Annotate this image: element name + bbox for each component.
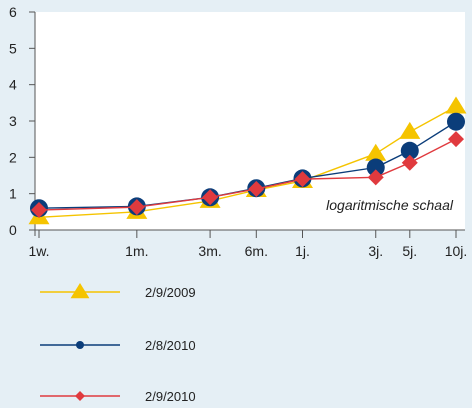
data-point [447, 112, 465, 131]
y-tick-label: 2 [9, 149, 17, 165]
data-point [445, 96, 467, 114]
legend-label: 2/9/2009 [145, 285, 196, 300]
series-3 [31, 131, 464, 219]
legend-item: 2/8/2010 [40, 338, 196, 353]
data-point [248, 180, 265, 197]
data-point [128, 199, 145, 216]
x-tick-label: 1j. [295, 243, 310, 259]
y-axis: 0 1 2 3 4 5 6 [9, 4, 36, 238]
legend-marker [70, 283, 90, 299]
data-point [294, 171, 311, 188]
legend-item: 2/9/2009 [40, 283, 196, 300]
data-point [399, 121, 421, 139]
x-tick-label: 3m. [198, 243, 221, 259]
data-point [401, 154, 418, 171]
legend-marker [76, 341, 84, 349]
data-point [400, 141, 419, 160]
data-point [365, 143, 387, 161]
x-tick-label: 1m. [125, 243, 148, 259]
y-tick-label: 3 [9, 113, 17, 129]
y-tick-label: 6 [9, 4, 17, 20]
x-axis: 1w. 1m. 3m. 6m. 1j. 3j. 5j. 10j. [28, 229, 468, 259]
legend-item: 2/9/2010 [40, 389, 196, 404]
scale-annotation: logaritmische schaal [326, 197, 454, 213]
legend: 2/9/2009 2/8/2010 2/9/2010 [40, 283, 196, 404]
data-point [367, 169, 384, 186]
series-layer [28, 96, 467, 225]
y-tick-label: 4 [9, 77, 17, 93]
legend-marker [75, 391, 85, 401]
data-point [448, 131, 464, 148]
data-point [202, 189, 219, 206]
y-tick-label: 5 [9, 40, 17, 56]
x-tick-label: 10j. [445, 243, 468, 259]
data-point [366, 158, 385, 177]
data-point [31, 202, 47, 219]
x-tick-label: 6m. [245, 243, 268, 259]
y-tick-label: 1 [9, 186, 17, 202]
legend-label: 2/8/2010 [145, 338, 196, 353]
x-tick-label: 3j. [368, 243, 383, 259]
series-line [38, 138, 457, 211]
legend-label: 2/9/2010 [145, 389, 196, 404]
x-tick-label: 5j. [402, 243, 417, 259]
y-tick-label: 0 [9, 222, 17, 238]
x-tick-label: 1w. [28, 243, 49, 259]
